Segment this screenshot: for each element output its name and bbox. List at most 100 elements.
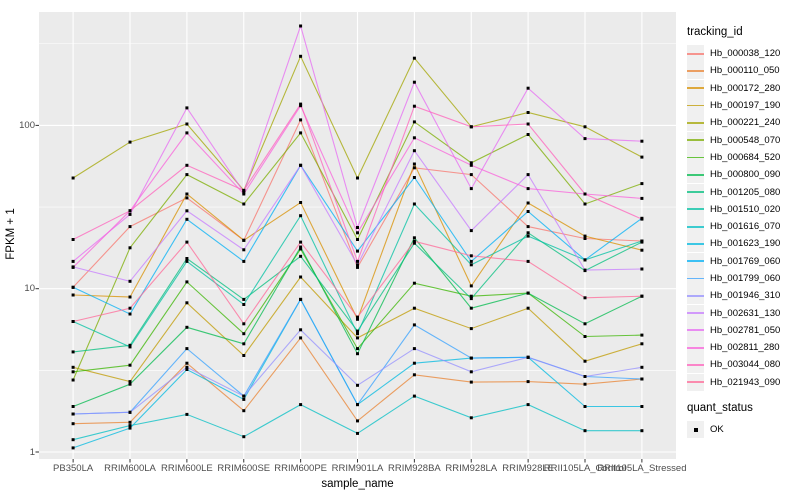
data-point [128, 363, 132, 367]
legend-item-label: Hb_002631_130 [710, 307, 781, 319]
data-point [526, 380, 530, 384]
legend-key-swatch [687, 183, 704, 201]
data-point [526, 291, 530, 295]
data-point [242, 409, 246, 413]
data-point [356, 226, 359, 229]
data-point [71, 238, 75, 241]
data-point [299, 104, 303, 108]
data-point [469, 163, 473, 167]
ok-key-swatch [687, 421, 704, 439]
legend-item: Hb_000684_520 [687, 148, 799, 166]
data-point [356, 238, 359, 241]
legend-key-swatch [687, 235, 704, 253]
data-point [640, 139, 644, 143]
data-point [71, 438, 75, 442]
x-tick-label: RRIM901LA [331, 463, 384, 474]
line-swatch-icon [687, 121, 704, 124]
data-point [299, 54, 303, 58]
data-point [356, 347, 359, 351]
data-point [526, 234, 530, 238]
data-point [242, 303, 246, 306]
legend-item-label: Hb_000110_050 [710, 65, 780, 77]
line-swatch-icon [687, 52, 704, 55]
data-point [356, 336, 359, 340]
line-swatch-icon [687, 312, 704, 314]
line-swatch-icon [687, 225, 704, 228]
legend-key-swatch [687, 114, 704, 132]
data-point [185, 196, 189, 200]
data-point [185, 192, 189, 196]
data-point [469, 259, 473, 263]
data-point [356, 352, 359, 356]
data-point [526, 210, 530, 213]
data-point [526, 306, 530, 310]
legend-item: Hb_002631_130 [687, 304, 799, 322]
data-point [356, 403, 359, 407]
data-point [242, 354, 246, 357]
x-tick-label: RRIM600SE [217, 463, 271, 474]
legend-title-quant-status: quant_status [687, 401, 753, 414]
data-point [242, 342, 246, 346]
data-point [526, 201, 530, 205]
line-swatch-icon [687, 381, 704, 384]
legend-item-label: Hb_000684_520 [710, 151, 781, 163]
data-point [242, 332, 246, 336]
data-point [583, 202, 587, 206]
data-point [299, 163, 303, 167]
data-point [356, 231, 359, 235]
data-point [185, 347, 189, 351]
legend-item: Hb_000800_090 [687, 166, 799, 184]
data-point [640, 333, 644, 337]
legend-item: Hb_000221_240 [687, 114, 799, 132]
x-tick-label: PB350LA [53, 463, 94, 474]
legend-item-label: Hb_000038_120 [710, 48, 781, 60]
legend-item: Hb_001616_070 [687, 218, 799, 236]
data-point [469, 284, 473, 288]
data-point [469, 380, 473, 384]
data-point [128, 382, 132, 386]
data-point [242, 394, 246, 398]
data-point [71, 446, 75, 450]
data-point [356, 259, 359, 263]
data-point [640, 239, 644, 243]
data-point [299, 201, 303, 204]
legend-item-label: Hb_001946_310 [710, 290, 781, 302]
data-point [299, 336, 303, 340]
legend-item: Hb_003044_080 [687, 356, 799, 374]
data-point [469, 306, 473, 310]
legend-item: Hb_000038_120 [687, 45, 799, 63]
point-marker-icon [693, 427, 698, 432]
data-point [526, 173, 530, 177]
legend-item: Hb_021943_090 [687, 373, 799, 391]
data-point [242, 202, 246, 206]
data-point [185, 163, 189, 167]
data-point [128, 225, 132, 229]
data-point [583, 335, 587, 338]
data-point [640, 182, 644, 186]
data-point [299, 247, 303, 251]
legend-key-swatch [687, 373, 704, 391]
data-point [469, 416, 473, 420]
line-swatch-icon [687, 329, 704, 332]
data-point [583, 125, 587, 129]
legend-key-swatch [687, 252, 704, 270]
data-point [71, 285, 75, 289]
data-point [469, 161, 473, 165]
data-point [128, 212, 132, 216]
data-point [299, 118, 303, 122]
data-point [412, 361, 416, 365]
data-point [356, 176, 359, 180]
legend-item: Hb_002781_050 [687, 321, 799, 339]
line-swatch-icon [687, 277, 704, 280]
legend-item-label: Hb_001623_190 [710, 238, 781, 250]
legend-items: Hb_000038_120 Hb_000110_050 Hb_000172_280 H… [687, 45, 799, 391]
legend-key-swatch [687, 62, 704, 80]
data-point [299, 214, 303, 218]
data-point [526, 355, 530, 359]
x-tick-label: RRIM600LE [161, 463, 213, 474]
data-point [640, 196, 644, 200]
data-point [526, 86, 530, 90]
x-tick-label: RRIM600LA [104, 463, 156, 474]
data-point [412, 166, 416, 170]
data-point [185, 259, 189, 263]
